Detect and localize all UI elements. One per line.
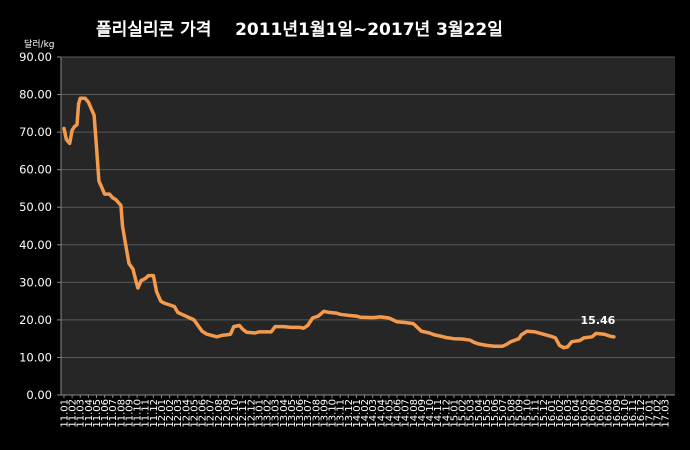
x-tick-label: 16.05	[579, 399, 590, 428]
x-tick-label: 14.06	[393, 399, 404, 428]
x-tick-label: 13.10	[328, 399, 339, 428]
x-tick-label: 14.11	[433, 399, 444, 428]
x-tick-label: 15.11	[531, 399, 542, 428]
x-tick-label: 13.04	[279, 399, 290, 428]
x-tick-label: 11.01	[60, 399, 71, 428]
x-axis-ticks: 11.0111.0211.0311.0411.0511.0611.0711.08…	[60, 395, 672, 428]
x-tick-label: 12.08	[214, 399, 225, 428]
x-tick-label: 11.10	[133, 399, 144, 428]
x-tick-label: 16.01	[547, 399, 558, 428]
x-tick-label: 11.09	[124, 399, 135, 428]
y-tick-label: 20.00	[19, 313, 52, 327]
x-tick-label: 16.10	[620, 399, 631, 428]
x-tick-label: 16.04	[571, 399, 582, 428]
series-layer	[62, 96, 616, 350]
y-tick-label: 70.00	[19, 125, 52, 139]
x-tick-label: 11.04	[84, 399, 95, 428]
x-tick-label: 13.01	[254, 399, 265, 428]
x-tick-label: 17.03	[661, 399, 672, 428]
x-tick-label: 16.08	[604, 399, 615, 428]
x-tick-label: 14.02	[360, 399, 371, 428]
x-tick-label: 14.09	[417, 399, 428, 428]
x-tick-label: 12.01	[157, 399, 168, 428]
x-tick-label: 13.02	[263, 399, 274, 428]
x-tick-label: 13.07	[303, 399, 314, 428]
y-tick-label: 80.00	[19, 88, 52, 102]
x-tick-label: 12.05	[189, 399, 200, 428]
x-tick-label: 15.09	[514, 399, 525, 428]
x-tick-label: 17.02	[652, 399, 663, 428]
x-tick-label: 15.02	[458, 399, 469, 428]
x-tick-label: 14.12	[441, 399, 452, 428]
x-tick-label: 12.09	[222, 399, 233, 428]
x-tick-label: 14.04	[376, 399, 387, 428]
x-tick-label: 13.06	[295, 399, 306, 428]
y-tick-label: 50.00	[19, 200, 52, 214]
x-tick-label: 13.11	[336, 399, 347, 428]
x-tick-label: 13.09	[319, 399, 330, 428]
x-tick-label: 13.12	[344, 399, 355, 428]
x-tick-label: 12.04	[181, 399, 192, 428]
x-tick-label: 11.07	[108, 399, 119, 428]
y-axis-unit-label: 달러/kg	[24, 38, 55, 50]
x-tick-label: 14.01	[352, 399, 363, 428]
x-tick-label: 12.07	[206, 399, 217, 428]
x-tick-label: 16.11	[628, 399, 639, 428]
x-tick-label: 11.03	[76, 399, 87, 428]
x-tick-label: 15.08	[506, 399, 517, 428]
plot-area	[61, 57, 675, 395]
x-tick-label: 12.06	[198, 399, 209, 428]
price-line	[62, 96, 616, 350]
x-tick-label: 16.06	[587, 399, 598, 428]
x-tick-label: 16.02	[555, 399, 566, 428]
last-value-label: 15.46	[581, 314, 616, 327]
x-tick-label: 11.06	[100, 399, 111, 428]
x-tick-label: 14.05	[384, 399, 395, 428]
x-tick-label: 12.02	[165, 399, 176, 428]
x-tick-label: 12.12	[246, 399, 257, 428]
x-tick-label: 15.12	[539, 399, 550, 428]
x-tick-label: 11.08	[116, 399, 127, 428]
x-tick-label: 14.10	[425, 399, 436, 428]
x-tick-label: 16.12	[636, 399, 647, 428]
x-tick-label: 13.05	[287, 399, 298, 428]
data-labels: 15.46	[581, 314, 616, 327]
y-axis-ticks: 0.00 10.00 20.00 30.00 40.00 50.00 60.00 70.00 8…	[19, 50, 61, 402]
x-tick-label: 11.11	[141, 399, 152, 428]
x-tick-label: 14.08	[409, 399, 420, 428]
x-tick-label: 14.07	[401, 399, 412, 428]
gridlines	[61, 56, 675, 358]
x-tick-label: 16.03	[563, 399, 574, 428]
y-tick-label: 40.00	[19, 238, 52, 252]
x-tick-label: 15.07	[498, 399, 509, 428]
x-tick-label: 17.01	[644, 399, 655, 428]
x-tick-label: 16.09	[612, 399, 623, 428]
x-tick-label: 12.03	[173, 399, 184, 428]
x-tick-label: 15.03	[466, 399, 477, 428]
x-tick-label: 13.08	[311, 399, 322, 428]
x-tick-label: 11.02	[68, 399, 79, 428]
x-tick-label: 15.10	[523, 399, 534, 428]
y-tick-label: 90.00	[19, 50, 52, 64]
x-tick-label: 12.11	[238, 399, 249, 428]
y-tick-label: 60.00	[19, 163, 52, 177]
x-tick-label: 13.03	[271, 399, 282, 428]
x-tick-label: 15.04	[474, 399, 485, 428]
x-tick-label: 15.01	[449, 399, 460, 428]
x-tick-label: 15.05	[482, 399, 493, 428]
x-tick-label: 11.12	[149, 399, 160, 428]
x-tick-label: 11.05	[92, 399, 103, 428]
x-tick-label: 15.06	[490, 399, 501, 428]
x-tick-label: 14.03	[368, 399, 379, 428]
chart-title: 폴리실리콘 가격 2011년1월1일~2017년 3월22일	[96, 20, 503, 40]
x-tick-label: 16.07	[596, 399, 607, 428]
y-tick-label: 10.00	[19, 350, 52, 364]
y-tick-label: 30.00	[19, 275, 52, 289]
x-tick-label: 12.10	[230, 399, 241, 428]
y-tick-label: 0.00	[26, 388, 52, 402]
